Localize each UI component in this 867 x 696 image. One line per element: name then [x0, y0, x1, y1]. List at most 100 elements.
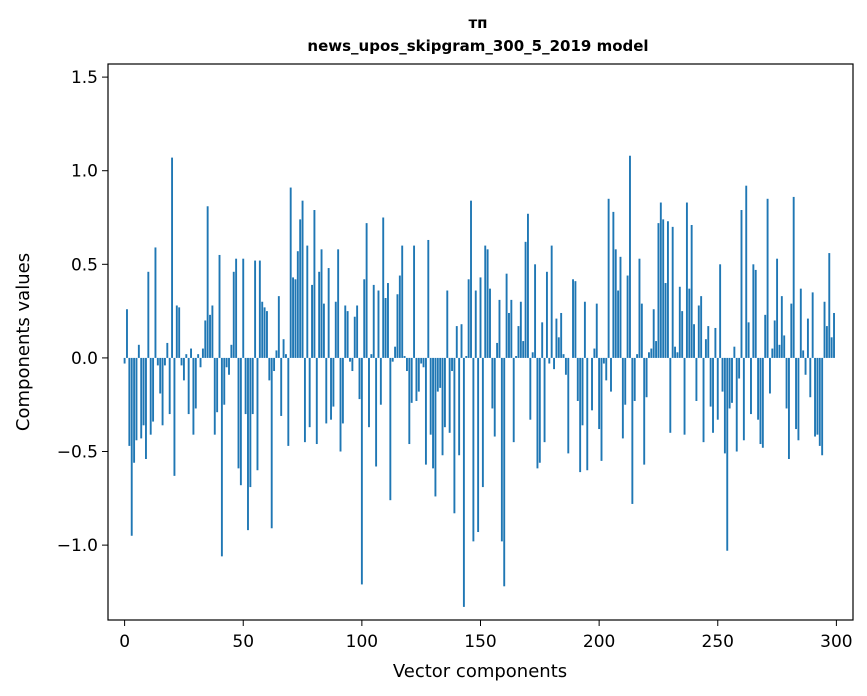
bar [652, 309, 655, 358]
bar [294, 279, 297, 358]
bar [320, 249, 323, 358]
bar [522, 341, 525, 358]
bar [629, 155, 631, 358]
bar [296, 251, 299, 358]
bar [493, 357, 496, 437]
bar [638, 258, 641, 358]
bar [242, 258, 245, 358]
bar [311, 284, 313, 358]
bar [448, 357, 451, 433]
bar [512, 357, 515, 443]
bar [370, 354, 373, 358]
bar [776, 258, 779, 358]
bar [394, 346, 397, 358]
bar [344, 305, 347, 358]
bar [465, 356, 468, 358]
bar [258, 260, 261, 358]
bar [422, 357, 425, 368]
bar [145, 357, 147, 460]
bar [213, 357, 216, 435]
bar [536, 357, 539, 469]
bar [636, 354, 639, 358]
bar [761, 357, 764, 448]
bar [126, 309, 128, 358]
bar [825, 326, 828, 358]
bar [795, 357, 798, 430]
bar [254, 260, 257, 358]
bar [175, 305, 178, 358]
bar [671, 226, 674, 358]
bar [693, 324, 695, 358]
bar [396, 294, 399, 358]
bar [180, 357, 183, 366]
bar [206, 206, 209, 358]
bar [161, 357, 164, 426]
bar [379, 357, 382, 405]
bar [557, 337, 560, 358]
bar [299, 219, 302, 358]
bar [429, 357, 432, 435]
chart-title-line1: тп [468, 14, 487, 32]
bar [733, 346, 736, 358]
bar [441, 357, 444, 456]
x-tick-label: 50 [232, 632, 254, 652]
bar [372, 284, 375, 358]
bar [443, 357, 446, 428]
bar [503, 357, 506, 587]
bar [163, 357, 166, 366]
bar [462, 357, 465, 607]
bar [612, 211, 615, 358]
bar [626, 275, 629, 358]
bar [280, 357, 283, 416]
bar [301, 200, 304, 358]
bar [683, 357, 686, 435]
bar [434, 357, 437, 497]
x-tick-label: 200 [583, 632, 615, 652]
bar [804, 357, 807, 375]
bar [505, 273, 508, 358]
bar [614, 249, 617, 358]
bar [211, 305, 214, 358]
bar [572, 279, 574, 358]
bar [821, 357, 824, 456]
bar [745, 185, 748, 358]
bar [621, 357, 624, 439]
bar [716, 357, 719, 420]
bar [581, 357, 584, 426]
bar [178, 307, 181, 358]
bar [159, 357, 162, 394]
bar [166, 342, 169, 358]
bar [750, 357, 752, 415]
bar [322, 303, 325, 358]
bar [655, 341, 658, 358]
bar [363, 279, 366, 358]
bar [247, 357, 249, 531]
bar [496, 342, 499, 358]
bar [199, 357, 202, 368]
bar [209, 314, 211, 358]
bar [610, 357, 612, 392]
bar [771, 348, 774, 358]
bar [619, 256, 622, 358]
bar [595, 303, 598, 358]
bar [598, 357, 601, 430]
bar [408, 357, 411, 445]
bar [650, 348, 653, 358]
bar [723, 357, 726, 454]
x-tick-label: 100 [346, 632, 378, 652]
bar [187, 357, 190, 415]
bar [759, 357, 762, 445]
y-axis-ticks: −1.0 −0.5 0.0 0.5 1.0 1.5 [57, 68, 108, 556]
bar [830, 337, 833, 358]
bar [728, 357, 731, 409]
bar [773, 320, 776, 358]
bar [674, 346, 677, 358]
bar [398, 275, 401, 358]
bar [633, 357, 636, 401]
bar [785, 357, 788, 409]
bar [401, 245, 404, 358]
bar [600, 357, 603, 461]
bar [237, 357, 240, 469]
bar [752, 264, 755, 358]
